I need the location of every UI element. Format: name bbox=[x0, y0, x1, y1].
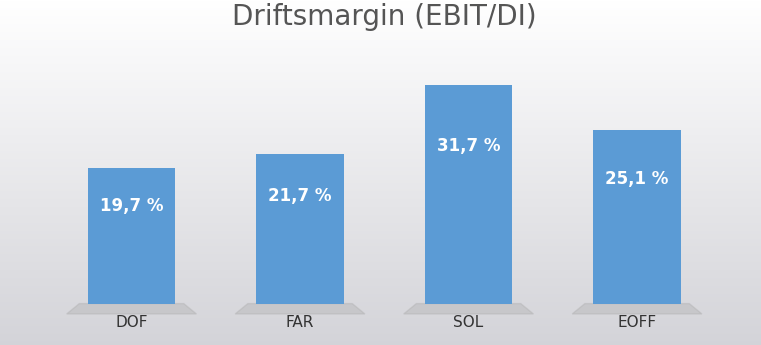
Text: 21,7 %: 21,7 % bbox=[269, 187, 332, 205]
Polygon shape bbox=[572, 304, 702, 314]
Text: 19,7 %: 19,7 % bbox=[100, 197, 164, 215]
Polygon shape bbox=[403, 304, 533, 314]
Bar bbox=[425, 85, 512, 304]
Polygon shape bbox=[67, 304, 196, 314]
Polygon shape bbox=[235, 304, 365, 314]
Bar bbox=[594, 130, 681, 304]
Text: 25,1 %: 25,1 % bbox=[606, 170, 669, 188]
Bar bbox=[88, 168, 175, 304]
Title: Driftsmargin (EBIT/DI): Driftsmargin (EBIT/DI) bbox=[232, 3, 537, 31]
Text: 31,7 %: 31,7 % bbox=[437, 137, 500, 155]
Bar bbox=[256, 154, 344, 304]
